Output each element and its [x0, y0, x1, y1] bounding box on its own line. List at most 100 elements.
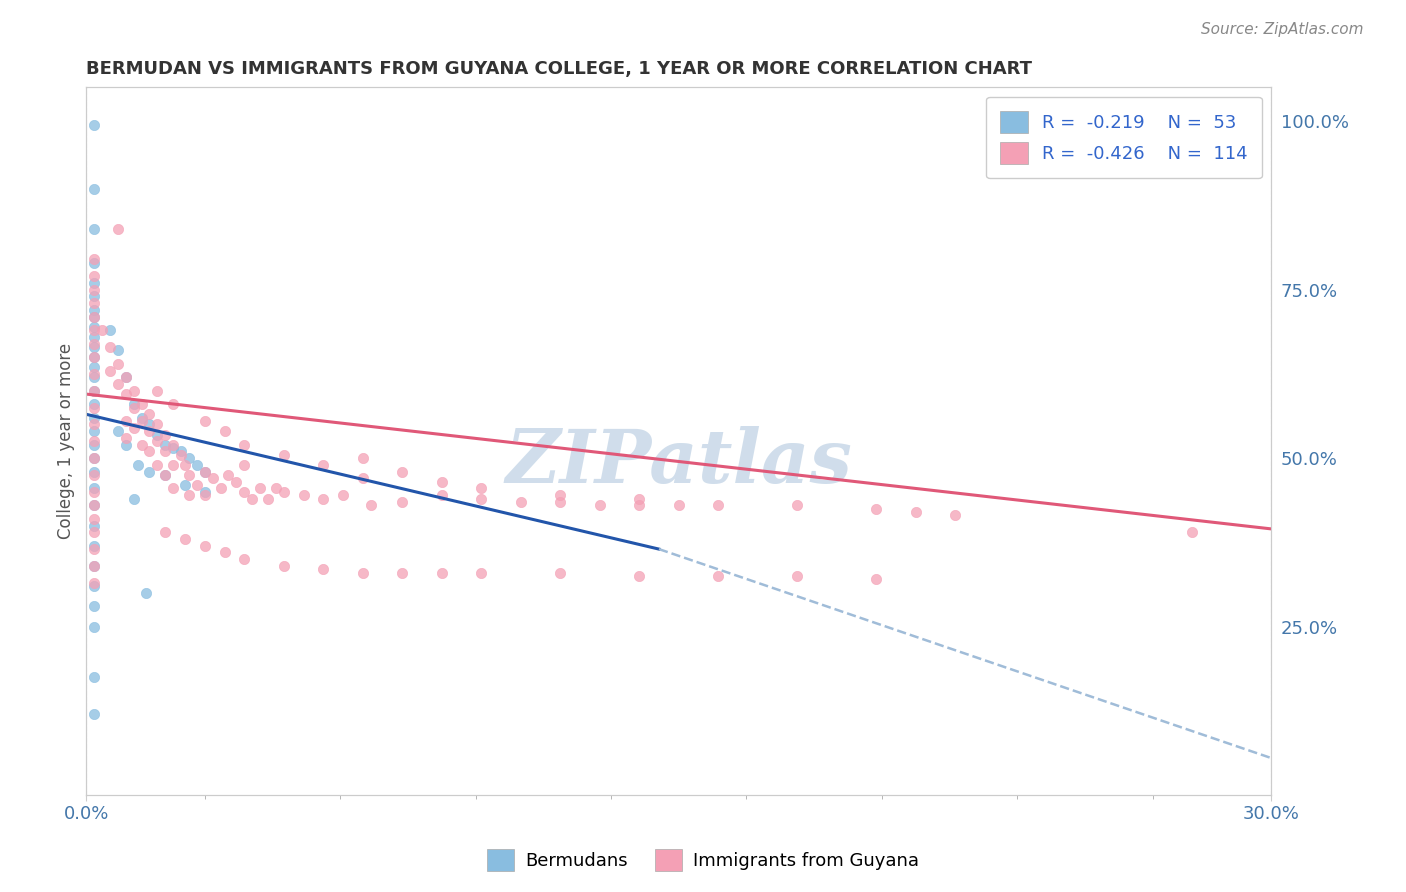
Point	[162, 437, 184, 451]
Point	[83, 707, 105, 722]
Point	[83, 599, 105, 614]
Point	[155, 444, 177, 458]
Point	[264, 482, 287, 496]
Point	[131, 410, 153, 425]
Point	[131, 414, 153, 428]
Point	[194, 414, 217, 428]
Point	[83, 256, 105, 270]
Point	[107, 376, 129, 391]
Point	[186, 458, 208, 472]
Y-axis label: College, 1 year or more: College, 1 year or more	[58, 343, 75, 540]
Point	[155, 427, 177, 442]
Point	[138, 444, 160, 458]
Point	[1181, 525, 1204, 540]
Point	[174, 532, 197, 546]
Point	[430, 566, 453, 580]
Point	[83, 384, 105, 398]
Point	[122, 491, 145, 506]
Point	[83, 283, 105, 297]
Point	[470, 482, 492, 496]
Point	[83, 289, 105, 303]
Point	[98, 363, 121, 377]
Point	[391, 465, 413, 479]
Point	[162, 482, 184, 496]
Point	[138, 417, 160, 432]
Point	[548, 495, 571, 509]
Legend: R =  -0.219    N =  53, R =  -0.426    N =  114: R = -0.219 N = 53, R = -0.426 N = 114	[986, 96, 1263, 178]
Point	[155, 525, 177, 540]
Point	[83, 350, 105, 364]
Point	[146, 434, 169, 449]
Point	[904, 505, 927, 519]
Point	[83, 498, 105, 512]
Point	[83, 370, 105, 384]
Point	[201, 471, 224, 485]
Point	[214, 545, 236, 559]
Point	[131, 397, 153, 411]
Point	[83, 451, 105, 466]
Point	[312, 491, 335, 506]
Point	[83, 296, 105, 310]
Point	[240, 491, 263, 506]
Point	[155, 467, 177, 482]
Point	[83, 323, 105, 337]
Point	[155, 437, 177, 451]
Point	[83, 465, 105, 479]
Point	[194, 465, 217, 479]
Text: Source: ZipAtlas.com: Source: ZipAtlas.com	[1201, 22, 1364, 37]
Point	[83, 222, 105, 236]
Point	[98, 340, 121, 354]
Point	[122, 421, 145, 435]
Point	[194, 488, 217, 502]
Point	[233, 484, 256, 499]
Point	[83, 498, 105, 512]
Point	[352, 471, 374, 485]
Point	[194, 465, 217, 479]
Point	[943, 508, 966, 523]
Point	[628, 498, 651, 512]
Point	[83, 542, 105, 557]
Point	[114, 370, 136, 384]
Point	[83, 384, 105, 398]
Point	[470, 491, 492, 506]
Point	[186, 478, 208, 492]
Point	[83, 350, 105, 364]
Point	[83, 484, 105, 499]
Point	[146, 458, 169, 472]
Point	[83, 424, 105, 438]
Point	[114, 431, 136, 445]
Point	[865, 501, 887, 516]
Point	[233, 437, 256, 451]
Point	[83, 434, 105, 449]
Text: BERMUDAN VS IMMIGRANTS FROM GUYANA COLLEGE, 1 YEAR OR MORE CORRELATION CHART: BERMUDAN VS IMMIGRANTS FROM GUYANA COLLE…	[86, 60, 1032, 78]
Point	[628, 569, 651, 583]
Point	[83, 319, 105, 334]
Point	[273, 484, 295, 499]
Point	[668, 498, 690, 512]
Point	[707, 569, 730, 583]
Point	[233, 458, 256, 472]
Point	[786, 498, 808, 512]
Point	[548, 488, 571, 502]
Point	[146, 384, 169, 398]
Point	[273, 558, 295, 573]
Point	[107, 343, 129, 358]
Point	[83, 276, 105, 290]
Point	[707, 498, 730, 512]
Point	[257, 491, 280, 506]
Point	[249, 482, 271, 496]
Point	[138, 465, 160, 479]
Point	[83, 336, 105, 351]
Point	[273, 448, 295, 462]
Point	[91, 323, 114, 337]
Point	[83, 512, 105, 526]
Point	[391, 495, 413, 509]
Point	[865, 573, 887, 587]
Point	[170, 448, 193, 462]
Point	[83, 451, 105, 466]
Point	[170, 444, 193, 458]
Point	[628, 491, 651, 506]
Point	[83, 417, 105, 432]
Point	[83, 252, 105, 267]
Text: ZIPatlas: ZIPatlas	[505, 426, 852, 499]
